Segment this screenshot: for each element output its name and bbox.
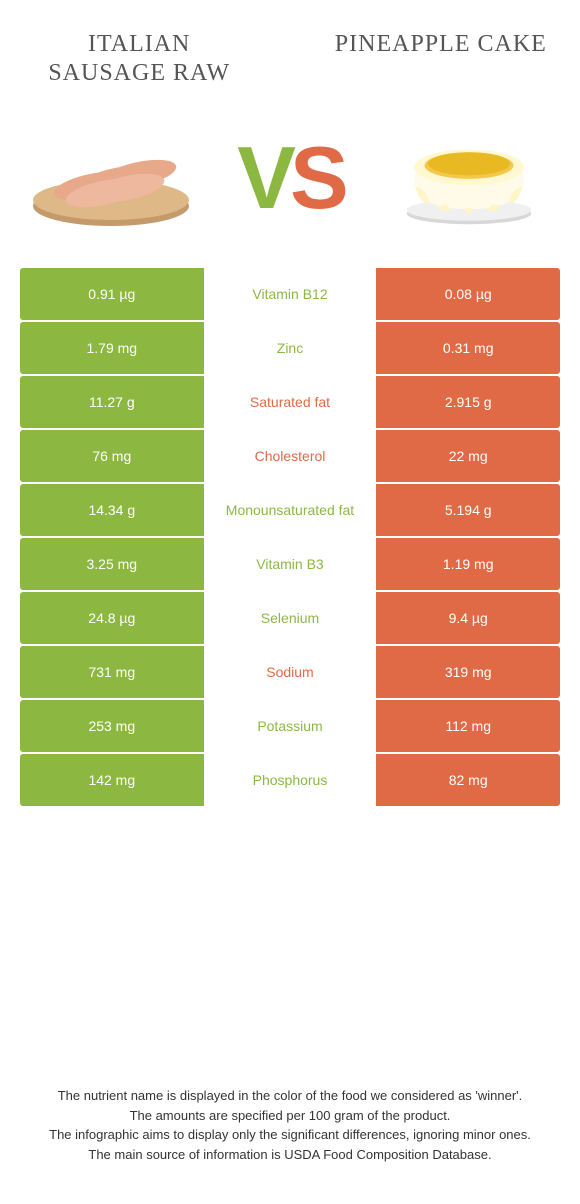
table-row: 1.79 mgZinc0.31 mg [20,322,560,374]
footer-line-4: The main source of information is USDA F… [20,1145,560,1165]
left-value-cell: 1.79 mg [20,322,204,374]
footer-line-3: The infographic aims to display only the… [20,1125,560,1145]
right-value-cell: 0.08 µg [376,268,560,320]
left-title-col: Italian sausage raw [30,30,248,88]
nutrient-name-cell: Vitamin B3 [204,538,377,590]
nutrient-name-cell: Selenium [204,592,377,644]
nutrient-name-cell: Cholesterol [204,430,377,482]
left-value-cell: 142 mg [20,754,204,806]
right-value-cell: 2.915 g [376,376,560,428]
left-value-cell: 11.27 g [20,376,204,428]
right-title-col: Pineapple cake [332,30,550,88]
table-row: 76 mgCholesterol22 mg [20,430,560,482]
footer-line-1: The nutrient name is displayed in the co… [20,1086,560,1106]
left-food-image [15,118,208,238]
right-food-image [373,118,566,238]
table-row: 142 mgPhosphorus82 mg [20,754,560,806]
left-value-cell: 3.25 mg [20,538,204,590]
table-row: 3.25 mgVitamin B31.19 mg [20,538,560,590]
table-row: 14.34 gMonounsaturated fat5.194 g [20,484,560,536]
header: Italian sausage raw Pineapple cake [0,0,580,98]
left-value-cell: 731 mg [20,646,204,698]
vs-label: VS [219,134,362,222]
table-row: 0.91 µgVitamin B120.08 µg [20,268,560,320]
nutrient-name-cell: Monounsaturated fat [204,484,377,536]
right-value-cell: 1.19 mg [376,538,560,590]
nutrient-name-cell: Phosphorus [204,754,377,806]
footer-line-2: The amounts are specified per 100 gram o… [20,1106,560,1126]
nutrient-name-cell: Sodium [204,646,377,698]
left-value-cell: 76 mg [20,430,204,482]
right-value-cell: 0.31 mg [376,322,560,374]
right-value-cell: 9.4 µg [376,592,560,644]
right-value-cell: 22 mg [376,430,560,482]
nutrient-name-cell: Zinc [204,322,377,374]
left-value-cell: 24.8 µg [20,592,204,644]
vs-s: S [290,128,343,227]
hero-row: VS [0,98,580,268]
right-value-cell: 112 mg [376,700,560,752]
right-title: Pineapple cake [332,30,550,59]
nutrient-name-cell: Vitamin B12 [204,268,377,320]
table-row: 731 mgSodium319 mg [20,646,560,698]
left-title: Italian sausage raw [30,30,248,88]
right-value-cell: 82 mg [376,754,560,806]
table-row: 253 mgPotassium112 mg [20,700,560,752]
left-value-cell: 253 mg [20,700,204,752]
nutrient-name-cell: Potassium [204,700,377,752]
vs-v: V [237,128,290,227]
nutrient-name-cell: Saturated fat [204,376,377,428]
nutrient-table: 0.91 µgVitamin B120.08 µg1.79 mgZinc0.31… [0,268,580,808]
table-row: 11.27 gSaturated fat2.915 g [20,376,560,428]
left-value-cell: 14.34 g [20,484,204,536]
table-row: 24.8 µgSelenium9.4 µg [20,592,560,644]
right-value-cell: 5.194 g [376,484,560,536]
footer-notes: The nutrient name is displayed in the co… [0,1046,580,1204]
left-value-cell: 0.91 µg [20,268,204,320]
right-value-cell: 319 mg [376,646,560,698]
